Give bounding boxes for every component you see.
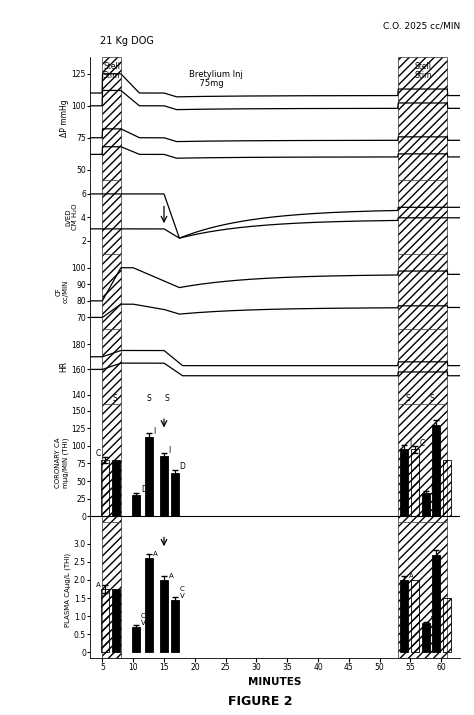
Bar — [432, 555, 440, 652]
Text: S: S — [146, 394, 151, 403]
Bar — [101, 460, 109, 516]
Text: C
V: C V — [141, 613, 146, 626]
Bar — [398, 180, 447, 255]
Text: I: I — [409, 439, 411, 448]
Text: C: C — [420, 439, 425, 448]
Bar — [401, 449, 408, 516]
Bar — [102, 180, 121, 255]
Bar — [398, 329, 447, 403]
Text: S: S — [112, 394, 117, 403]
Text: D: D — [430, 483, 437, 492]
Text: Stell
Stim: Stell Stim — [414, 62, 431, 81]
Y-axis label: PLASMA CAμg/L (THI): PLASMA CAμg/L (THI) — [64, 553, 71, 627]
Bar — [432, 425, 440, 516]
Bar — [411, 449, 419, 516]
Bar — [171, 600, 179, 652]
Bar — [422, 493, 430, 516]
Text: A: A — [153, 551, 158, 557]
Bar — [444, 598, 451, 652]
Bar — [411, 580, 419, 652]
Bar — [102, 329, 121, 403]
Bar — [102, 522, 121, 658]
Bar — [398, 255, 447, 329]
Y-axis label: HR: HR — [60, 360, 69, 372]
Text: A: A — [409, 573, 414, 579]
Text: A: A — [96, 582, 101, 588]
Bar — [401, 580, 408, 652]
Text: Bretylium Inj
    75mg: Bretylium Inj 75mg — [189, 69, 243, 88]
X-axis label: MINUTES: MINUTES — [248, 676, 301, 686]
Text: S: S — [164, 394, 170, 403]
Text: S: S — [405, 394, 410, 403]
Bar — [160, 456, 168, 516]
Y-axis label: CF
cc/MIN: CF cc/MIN — [55, 280, 69, 303]
Text: C
V: C V — [180, 586, 184, 598]
Bar — [160, 580, 168, 652]
Bar — [102, 403, 121, 522]
Bar — [422, 623, 430, 652]
Bar — [444, 460, 451, 516]
Bar — [102, 57, 121, 180]
Bar — [112, 460, 120, 516]
Text: C.O. 2025 cc/MIN: C.O. 2025 cc/MIN — [383, 21, 460, 31]
Bar — [398, 522, 447, 658]
Text: C
V: C V — [430, 609, 435, 622]
Bar — [398, 403, 447, 522]
Text: FIGURE 2: FIGURE 2 — [228, 695, 293, 708]
Text: S: S — [429, 394, 435, 403]
Bar — [102, 255, 121, 329]
Text: Stell
Stim: Stell Stim — [103, 62, 120, 81]
Y-axis label: CORONARY CA
mμg/MIN (THI): CORONARY CA mμg/MIN (THI) — [55, 438, 69, 488]
Bar — [101, 589, 109, 652]
Text: 21 Kg DOG: 21 Kg DOG — [100, 36, 154, 46]
Bar — [145, 438, 153, 516]
Bar — [132, 627, 140, 652]
Bar — [132, 495, 140, 516]
Bar — [171, 473, 179, 516]
Bar — [145, 558, 153, 652]
Text: D: D — [180, 462, 186, 471]
Bar — [398, 57, 447, 180]
Bar — [112, 589, 120, 652]
Text: C: C — [96, 450, 101, 458]
Y-axis label: LVED
CM H₂O: LVED CM H₂O — [65, 204, 78, 230]
Text: A: A — [169, 573, 173, 579]
Text: I: I — [169, 446, 171, 455]
Text: D: D — [141, 485, 147, 494]
Y-axis label: ΔP mmHg: ΔP mmHg — [60, 100, 69, 137]
Text: I: I — [153, 427, 155, 436]
